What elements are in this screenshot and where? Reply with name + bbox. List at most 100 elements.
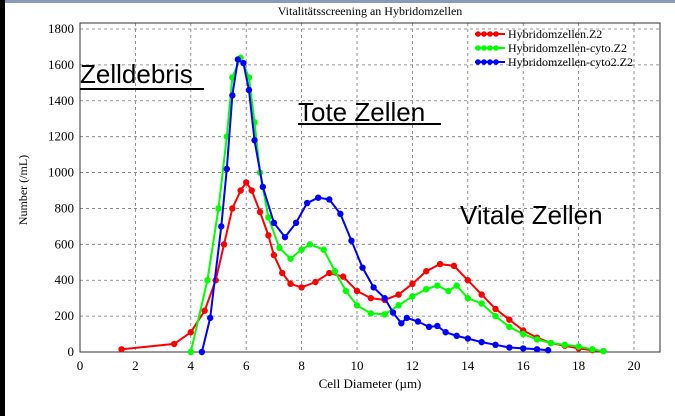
tick-labels: 0 2 4 6 8 10 12 14 16 18 2002004006008001000120014… (48, 21, 641, 373)
data-point (320, 246, 327, 253)
data-point (453, 332, 460, 340)
data-point (298, 284, 305, 291)
data-point (367, 294, 375, 302)
data-point (326, 196, 333, 203)
y-tick-label: 800 (55, 200, 75, 215)
data-point (442, 329, 449, 336)
data-point (312, 278, 319, 286)
data-point (218, 223, 225, 230)
window-top-bar (0, 0, 675, 3)
data-point (506, 316, 513, 323)
data-point (575, 343, 582, 350)
data-point (201, 307, 208, 314)
data-point (187, 329, 194, 336)
data-point (339, 273, 347, 280)
data-point (348, 237, 355, 244)
data-point (403, 314, 411, 322)
data-point (240, 59, 247, 67)
data-point (520, 345, 527, 352)
data-point (506, 344, 513, 351)
x-axis-label: Cell Diameter (µm) (319, 376, 422, 391)
data-point (215, 205, 222, 212)
legend: Hybridomzellen.Z2Hybridomzellen-cyto.Z2H… (475, 27, 633, 69)
data-point (245, 86, 253, 94)
legend-marker (475, 31, 481, 37)
legend-marker (493, 45, 499, 51)
x-tick-label: 16 (517, 358, 531, 373)
annotation-text: Zelldebris (80, 59, 193, 89)
data-point (287, 280, 294, 288)
x-tick-label: 2 (132, 358, 139, 373)
data-point (367, 310, 375, 317)
data-point (118, 346, 125, 353)
legend-marker (487, 31, 493, 37)
data-point (243, 179, 250, 186)
legend-label: Hybridomzellen-cyto.Z2 (508, 41, 627, 55)
x-tick-label: 0 (77, 358, 84, 373)
chart-title: Vitalitätsscreening an Hybridomzellen (278, 4, 463, 18)
y-tick-label: 1600 (48, 57, 74, 72)
data-point (398, 320, 405, 327)
x-tick-label: 4 (188, 358, 195, 373)
data-point (256, 208, 264, 216)
x-tick-label: 12 (406, 358, 419, 373)
x-tick-label: 10 (351, 358, 364, 373)
data-point (279, 269, 286, 277)
legend-marker (481, 45, 487, 51)
legend-item: Hybridomzellen-cyto2.Z2 (475, 55, 633, 69)
data-point (229, 205, 236, 212)
data-point (464, 335, 471, 342)
annotation-vitale-zellen: Vitale Zellen (460, 200, 603, 230)
data-point (353, 302, 361, 309)
data-point (353, 287, 361, 295)
data-point (533, 336, 541, 343)
legend-marker (475, 59, 481, 65)
data-point (395, 302, 402, 309)
data-point (520, 330, 527, 338)
legend-marker (475, 45, 481, 51)
legend-marker (481, 59, 487, 65)
data-point (561, 341, 568, 349)
data-point (544, 347, 552, 354)
data-point (298, 246, 305, 253)
data-point (359, 264, 366, 271)
y-tick-label: 1400 (48, 93, 74, 108)
data-point (342, 287, 350, 295)
data-point (492, 305, 499, 313)
data-point (409, 293, 416, 300)
data-point (478, 291, 485, 298)
data-point (251, 137, 258, 144)
annotation-text: Tote Zellen (298, 97, 425, 127)
x-tick-label: 6 (243, 358, 250, 373)
legend-item: Hybridomzellen.Z2 (475, 27, 602, 41)
data-point (326, 269, 333, 277)
data-point (423, 285, 430, 293)
data-point (287, 255, 294, 262)
data-point (337, 210, 344, 218)
y-tick-label: 1800 (48, 21, 74, 36)
y-tick-label: 1000 (48, 165, 74, 180)
data-point (306, 241, 314, 248)
data-point (436, 260, 444, 268)
data-point (395, 291, 402, 298)
legend-marker (493, 31, 499, 37)
data-point (315, 194, 322, 201)
data-point (276, 244, 283, 252)
data-point (492, 312, 499, 320)
data-point (281, 233, 289, 241)
window-left-border (0, 0, 5, 416)
annotation-text: Vitale Zellen (460, 200, 603, 230)
data-point (237, 187, 244, 194)
data-point (445, 287, 452, 295)
data-point (423, 268, 430, 275)
data-point (331, 268, 339, 275)
data-point (600, 347, 607, 355)
data-point (270, 251, 278, 259)
data-point (370, 284, 377, 291)
data-point (434, 322, 441, 330)
y-tick-label: 0 (68, 344, 75, 359)
data-point (464, 277, 471, 284)
data-point (589, 346, 596, 353)
data-point (206, 314, 214, 322)
